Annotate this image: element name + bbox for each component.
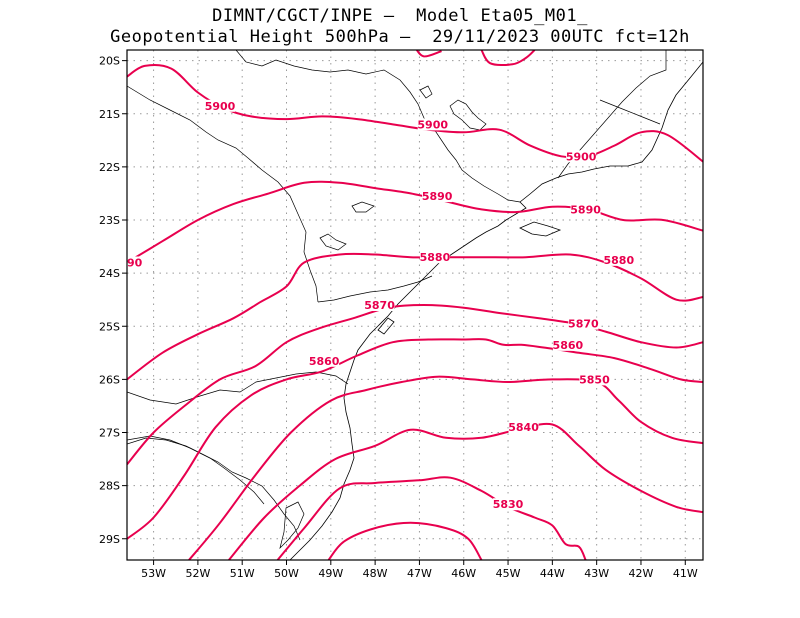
x-tick-label: 46W [451, 567, 476, 580]
contour-label-bg [364, 299, 395, 311]
contour-label: 5870 [568, 318, 599, 331]
contour-5900 [415, 50, 442, 58]
state-border [127, 85, 319, 303]
x-tick-label: 53W [141, 567, 166, 580]
y-tick-label: 22S [99, 161, 120, 174]
contour-label-bg [422, 190, 453, 203]
x-tick-label: 41W [673, 567, 698, 580]
state-border [317, 275, 433, 303]
contour-label: 5890 [112, 257, 143, 270]
reservoir [351, 201, 375, 213]
x-tick-label: 45W [496, 567, 521, 580]
x-tick-label: 49W [318, 567, 343, 580]
contour-label-bg [603, 253, 634, 266]
contour-label: 5850 [579, 373, 610, 386]
contour-5900 [127, 64, 703, 163]
contour-label-bg [493, 498, 524, 511]
contour-label: 5840 [508, 421, 539, 434]
y-tick-label: 25S [99, 320, 120, 333]
reservoir [419, 85, 433, 99]
contour-label: 5830 [493, 498, 524, 511]
contour-label: 5900 [417, 118, 448, 131]
contour-label-bg [570, 203, 601, 216]
x-tick-label: 44W [540, 567, 565, 580]
contour-label-bg [309, 354, 340, 367]
y-tick-label: 21S [99, 108, 120, 121]
contour-5870 [127, 303, 703, 466]
title-line-1: DIMNT/CGCT/INPE – Model Eta05_M01_ [212, 6, 588, 26]
contour-label-bg [419, 251, 450, 264]
contour-5840 [228, 422, 703, 560]
contour-5880 [127, 252, 703, 381]
state-border [235, 50, 521, 203]
contour-label: 5860 [553, 339, 584, 352]
reservoir [319, 233, 347, 251]
axis-labels: 53W 52W 51W 50W 49W 48W 47W 46W 45W 44W 43W 42W 41W 2… [99, 55, 698, 580]
contour-5860 [127, 338, 703, 540]
x-tick-label: 43W [584, 567, 609, 580]
contour-label: 5880 [420, 251, 451, 264]
contour-5830 [276, 476, 587, 560]
contour-5900 [480, 50, 536, 67]
contour-label: 5890 [570, 203, 601, 216]
y-tick-label: 26S [99, 373, 120, 386]
contour-label-bg [205, 99, 236, 112]
x-tick-label: 47W [407, 567, 432, 580]
contour-5820 [327, 521, 483, 560]
contour-label: 5900 [205, 100, 236, 113]
y-tick-label: 20S [99, 55, 120, 68]
state-border [127, 371, 349, 405]
y-tick-label: 23S [99, 214, 120, 227]
title-line-2: Geopotential Height 500hPa – 29/11/2023 … [110, 27, 690, 47]
contour-labels: 5900 5900 5900 5890 5890 5890 5880 5880 5870 5870… [112, 99, 635, 511]
contour-label-bg [566, 150, 597, 163]
y-tick-label: 29S [99, 533, 120, 546]
contour-label: 5890 [422, 190, 453, 203]
contour-label-bg [417, 118, 448, 131]
contour-label: 5870 [364, 299, 395, 312]
contour-label-bg [579, 373, 610, 386]
state-border [127, 437, 301, 541]
state-border [599, 99, 661, 125]
x-tick-label: 51W [230, 567, 255, 580]
contour-label-bg [127, 256, 142, 269]
x-tick-label: 52W [185, 567, 210, 580]
plot-frame [126, 49, 704, 561]
state-border [127, 435, 265, 505]
contour-5850 [188, 375, 703, 560]
contour-lines [127, 50, 703, 560]
x-tick-label: 50W [274, 567, 299, 580]
contour-label-bg [568, 317, 599, 330]
y-tick-label: 27S [99, 427, 120, 440]
coastline [289, 61, 703, 560]
contour-label: 5880 [604, 254, 635, 267]
y-tick-label: 28S [99, 480, 120, 493]
coastline-bay [377, 317, 395, 335]
contour-label: 5860 [309, 355, 340, 368]
contour-label-bg [552, 338, 583, 351]
x-tick-label: 42W [629, 567, 654, 580]
x-tick-label: 48W [363, 567, 388, 580]
reservoir [449, 99, 487, 131]
contour-label-bg [508, 421, 539, 434]
y-tick-label: 24S [99, 267, 120, 280]
lagoon [279, 501, 305, 550]
contour-5890 [127, 180, 703, 264]
coastline-bay [519, 221, 562, 237]
contour-label: 5900 [566, 150, 597, 163]
